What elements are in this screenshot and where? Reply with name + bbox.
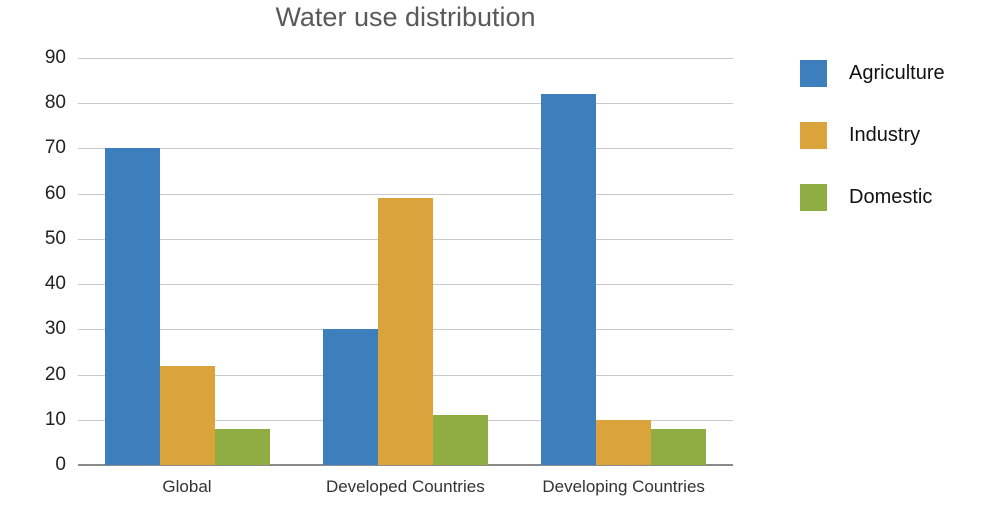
bar-industry-1	[159, 365, 215, 465]
category-label: Developing Countries	[542, 477, 705, 496]
chart-title: Water use distribution	[275, 2, 536, 32]
bar-agriculture-3	[541, 94, 597, 465]
y-tick-label: 40	[44, 273, 66, 295]
category-label: Developed Countries	[325, 477, 485, 496]
y-tick-label: 20	[44, 363, 66, 385]
legend-item-agriculture: Agriculture	[800, 60, 945, 87]
bar-domestic-1	[214, 428, 270, 465]
y-tick-label: 10	[44, 408, 66, 430]
bar-agriculture-2	[323, 329, 378, 465]
legend-swatch-domestic	[800, 184, 827, 211]
legend-swatch-agriculture	[800, 60, 827, 87]
legend-item-domestic: Domestic	[800, 184, 932, 211]
legend-label: Agriculture	[849, 62, 945, 84]
category-label: Global	[162, 477, 212, 496]
legend-label: Industry	[849, 124, 921, 146]
bar-industry-2	[378, 198, 433, 465]
y-tick-label: 30	[44, 318, 66, 340]
bar-domestic-3	[651, 428, 707, 465]
y-tick-label: 70	[44, 137, 66, 159]
bar-domestic-2	[433, 415, 488, 465]
legend-label: Domestic	[849, 186, 933, 208]
y-tick-label: 80	[44, 92, 66, 114]
bar-agriculture-1	[104, 148, 160, 465]
y-tick-label: 0	[55, 454, 66, 475]
bar-industry-3	[596, 419, 652, 465]
gridline	[78, 148, 733, 150]
y-tick-label: 60	[44, 182, 66, 204]
gridline	[78, 193, 733, 195]
legend-item-industry: Industry	[800, 122, 920, 149]
y-tick-label: 90	[44, 47, 66, 68]
gridline	[78, 103, 733, 105]
y-tick-label: 50	[44, 227, 66, 249]
x-axis-line	[78, 464, 733, 466]
gridline	[78, 58, 733, 59]
legend-swatch-industry	[800, 122, 827, 149]
